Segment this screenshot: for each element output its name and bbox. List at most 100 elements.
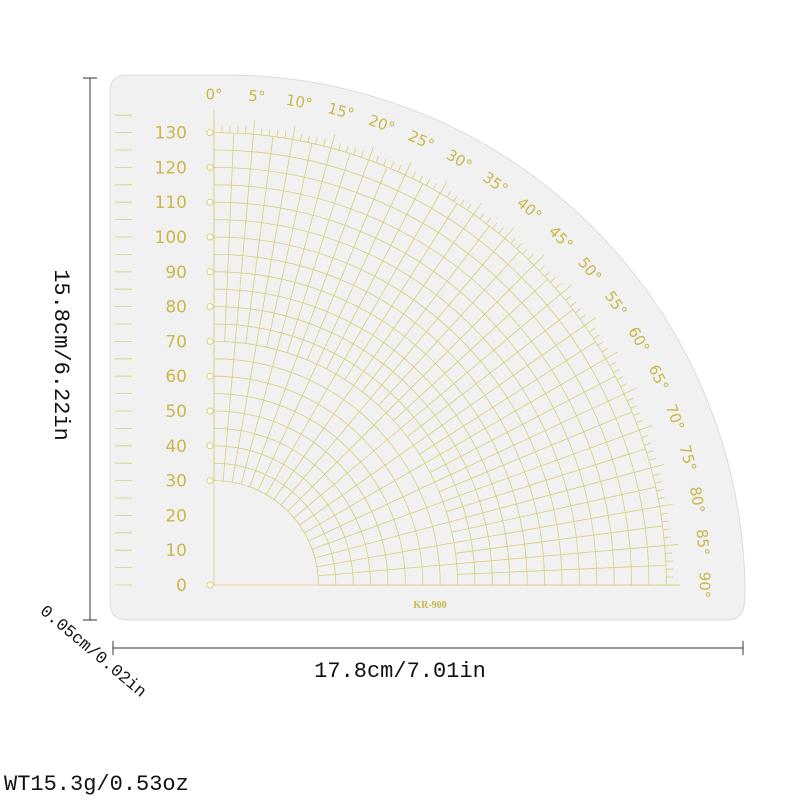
degree-tick — [660, 512, 668, 515]
ruler-plate — [109, 74, 746, 621]
degree-tick — [404, 162, 412, 176]
grid-radial — [240, 147, 332, 485]
degree-tick — [510, 238, 516, 244]
radial-label: 0 — [176, 576, 187, 596]
grid-radial — [304, 358, 606, 534]
degree-tick — [656, 489, 664, 492]
grid-radial — [429, 375, 616, 473]
radial-label: 30 — [165, 472, 187, 492]
grid-radial — [222, 134, 254, 482]
degree-tick — [658, 496, 666, 500]
degree-tick — [644, 442, 652, 446]
radial-label: 100 — [155, 228, 187, 248]
height-label: 15.8cm/6.22in — [48, 269, 73, 441]
degree-tick — [661, 520, 669, 523]
degree-tick — [522, 248, 528, 255]
width-dimension — [112, 641, 744, 655]
grid-radial — [344, 203, 458, 380]
degree-tick — [299, 133, 303, 141]
radial-label: 110 — [155, 193, 187, 213]
grid-radial — [293, 293, 561, 519]
radial-label: 20 — [165, 506, 187, 526]
degree-tick — [485, 217, 491, 224]
hole — [206, 477, 214, 485]
degree-tick — [419, 175, 423, 183]
grid-radial — [393, 279, 548, 421]
degree-tick — [539, 265, 545, 272]
degree-tick — [549, 277, 556, 283]
degree-tick — [479, 213, 485, 220]
degree-label: 90° — [696, 572, 714, 599]
degree-tick — [630, 405, 638, 409]
hole — [206, 233, 214, 241]
degree-tick — [315, 137, 318, 145]
degree-tick — [368, 146, 374, 161]
degree-tick — [627, 397, 634, 402]
grid-radial — [286, 153, 351, 353]
degree-tick — [662, 528, 671, 531]
degree-tick — [570, 301, 577, 307]
degree-tick — [663, 536, 671, 539]
degree-tick — [636, 419, 644, 424]
degree-tick — [560, 284, 572, 295]
degree-tick — [641, 435, 649, 439]
grid-radial — [273, 214, 474, 500]
degree-tick — [432, 183, 438, 190]
grid-radial — [308, 393, 625, 542]
degree-tick — [516, 243, 522, 250]
degree-tick — [633, 412, 641, 416]
degree-tick — [466, 203, 472, 211]
degree-tick — [411, 171, 416, 179]
grid-radial — [451, 486, 656, 533]
radial-label: 90 — [165, 263, 187, 283]
radial-label: 80 — [165, 298, 187, 318]
degree-tick — [460, 199, 465, 206]
degree-tick — [390, 161, 394, 169]
degree-tick — [446, 191, 451, 198]
degree-tick — [648, 457, 656, 461]
grid-radial — [446, 448, 646, 513]
grid-radial — [326, 183, 424, 370]
grid-radial — [361, 225, 490, 392]
grid-radial — [265, 193, 441, 495]
grid-radial — [457, 564, 666, 575]
degree-tick — [584, 317, 597, 326]
degree-tick — [593, 334, 600, 339]
degree-tick — [565, 295, 572, 301]
degree-label: 85° — [693, 528, 713, 556]
hole — [206, 303, 214, 311]
grid-radial — [245, 136, 274, 344]
degree-tick — [609, 361, 616, 367]
degree-tick — [650, 463, 665, 469]
grid-radial — [378, 251, 520, 406]
degree-tick — [575, 308, 582, 314]
hole — [206, 198, 214, 206]
hole — [206, 163, 214, 171]
degree-tick — [555, 283, 561, 289]
degree-tick — [652, 473, 660, 476]
degree-tick — [260, 128, 263, 136]
grid-radial — [280, 238, 506, 506]
hole — [206, 442, 214, 450]
degree-tick — [659, 503, 674, 507]
degree-tick — [605, 351, 619, 360]
grid-radial — [419, 341, 596, 455]
degree-label: 0° — [205, 86, 222, 104]
degree-tick — [613, 368, 620, 373]
grid-radial — [306, 166, 388, 361]
hole — [206, 581, 214, 589]
degree-tick — [292, 125, 296, 140]
degree-tick — [664, 543, 679, 546]
grid-radial — [231, 139, 293, 483]
degree-tick — [638, 425, 653, 431]
degree-tick — [426, 179, 431, 186]
degree-tick — [268, 128, 271, 137]
grid-radial — [311, 429, 640, 550]
grid-radial — [317, 545, 665, 577]
radial-label: 60 — [165, 367, 187, 387]
degree-tick — [579, 314, 586, 320]
hole — [206, 407, 214, 415]
radial-label: 50 — [165, 402, 187, 422]
grid-radial — [314, 467, 652, 559]
